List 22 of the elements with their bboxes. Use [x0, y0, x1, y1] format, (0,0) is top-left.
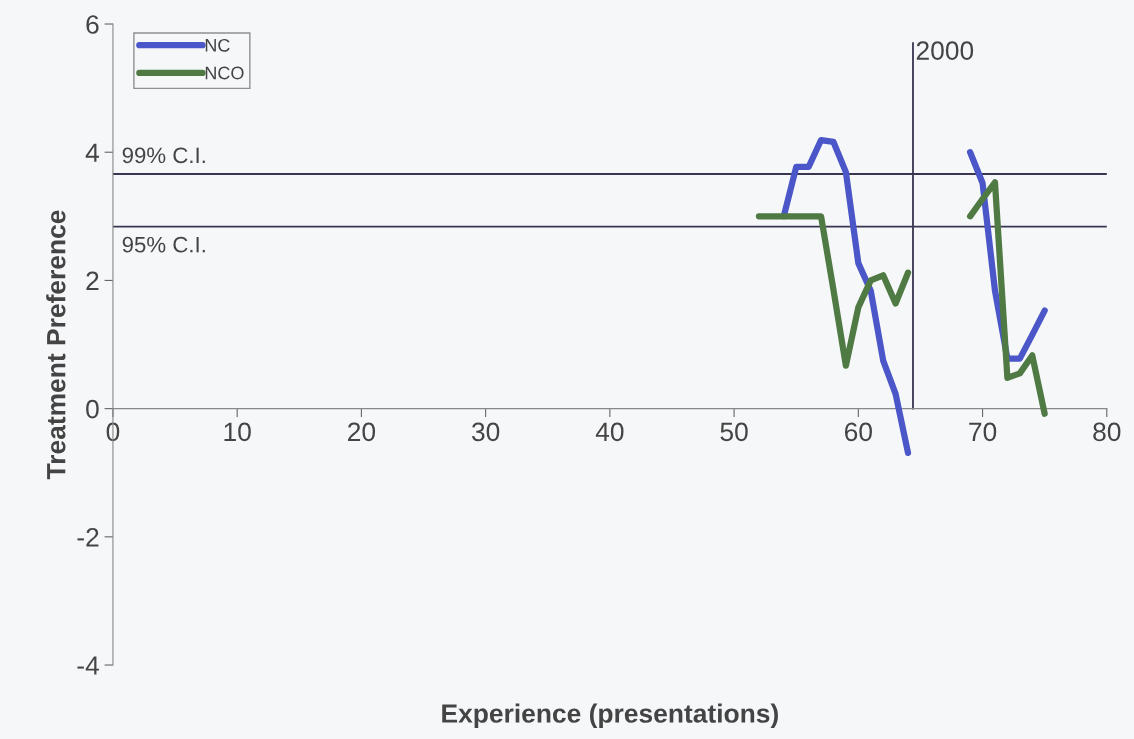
x-tick-label: 10	[224, 422, 251, 442]
x-tick-label: 80	[1093, 422, 1121, 442]
y-tick-label: 6	[86, 15, 99, 34]
y-tick-label: 0	[86, 399, 99, 419]
y-tick-label: 2	[86, 271, 99, 290]
x-tick-label: 20	[348, 422, 376, 442]
legend-label: NCO	[205, 66, 244, 80]
y-tick-label: 4	[85, 143, 99, 162]
x-tick-label: 0	[106, 422, 120, 442]
legend-label: NC	[205, 38, 230, 52]
y-tick-label: -4	[77, 656, 99, 675]
ref-line-label: 99% C.I.	[122, 147, 205, 164]
x-axis-title: Experience (presentations)	[442, 703, 778, 729]
ref-line-label: 95% C.I.	[122, 236, 205, 253]
x-tick-label: 50	[720, 422, 748, 442]
annotation: 2000	[916, 41, 974, 60]
y-axis-title: Treatment Preference	[46, 210, 66, 480]
x-tick-label: 40	[595, 422, 624, 442]
y-tick-label: -2	[77, 527, 99, 547]
x-tick-label: 60	[844, 422, 872, 442]
x-tick-label: 30	[471, 422, 500, 442]
x-tick-label: 70	[969, 422, 997, 442]
